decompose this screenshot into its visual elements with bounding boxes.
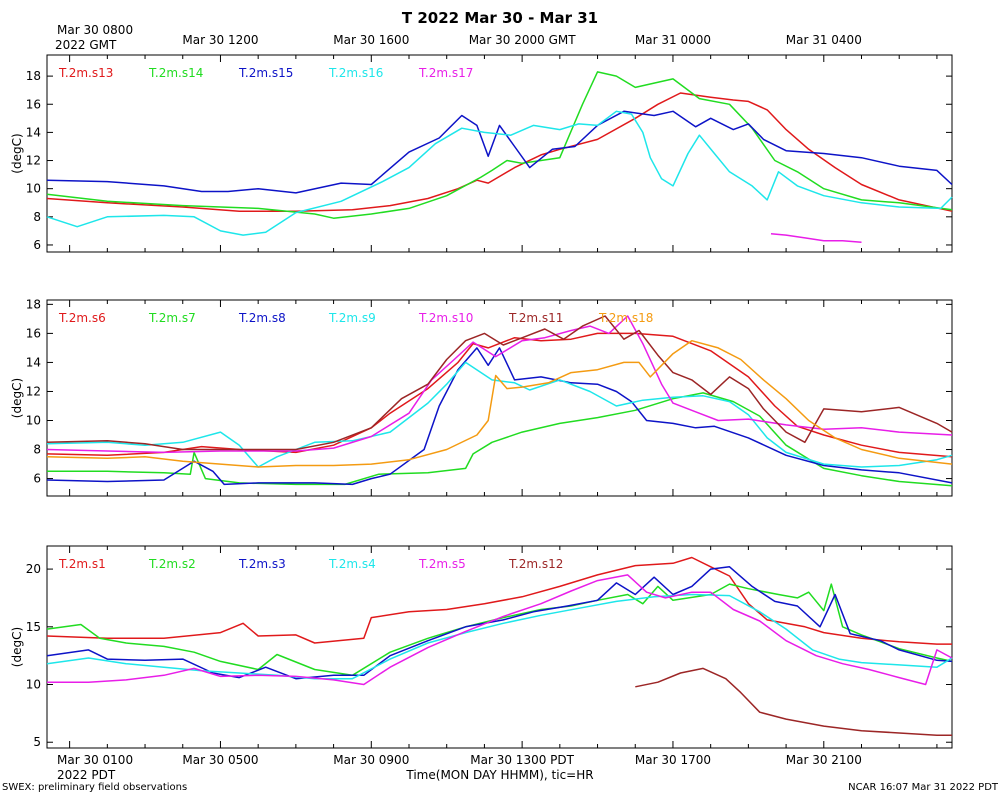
series-line-T.2m.s8: [46, 347, 953, 486]
legend-entry: T.2m.s3: [238, 557, 286, 571]
y-tick-label: 12: [26, 384, 41, 398]
legend-entry: T.2m.s11: [508, 311, 563, 325]
top-axis-label: Mar 30 2000 GMT: [469, 33, 577, 47]
top-axis-label: Mar 30 1200: [182, 33, 258, 47]
legend-entry: T.2m.s5: [418, 557, 466, 571]
legend-entry: T.2m.s15: [238, 66, 293, 80]
bottom-axis-label: Mar 30 1700: [635, 753, 711, 767]
y-tick-label: 8: [33, 443, 41, 457]
y-tick-label: 14: [26, 125, 41, 139]
y-tick-label: 12: [26, 154, 41, 168]
y-tick-label: 8: [33, 210, 41, 224]
top-axis-label: Mar 30 1600: [333, 33, 409, 47]
series-line-T.2m.s15: [46, 110, 953, 194]
legend-entry: T.2m.s7: [148, 311, 196, 325]
chart-title: T 2022 Mar 30 - Mar 31: [402, 9, 598, 27]
chart-panel-1: 6 8 10 12 14 16 18 (degC) T.2m.s13 T.2m.s14 T.2m.s…: [10, 54, 953, 253]
y-tick-label: 5: [33, 735, 41, 749]
legend-entry: T.2m.s13: [58, 66, 113, 80]
series-line-T.2m.s14: [46, 71, 953, 219]
top-first-label-line2: 2022 GMT: [55, 38, 117, 52]
top-axis-label: Mar 31 0000: [635, 33, 711, 47]
plot-frame: [46, 54, 953, 253]
y-tick-label: 10: [26, 678, 41, 692]
plot-frame: [46, 545, 953, 749]
y-tick-label: 10: [26, 414, 41, 428]
series-line-T.2m.s3: [46, 566, 953, 680]
y-tick-label: 16: [26, 326, 41, 340]
legend-entry: T.2m.s16: [328, 66, 383, 80]
series-line-T.2m.s18: [46, 339, 953, 468]
chart-panel-2: 6 8 10 12 14 16 18 (degC) T.2m.s6 T.2m.s7 T.2m.s8 T…: [10, 297, 953, 497]
y-tick-label: 15: [26, 620, 41, 634]
bottom-axis-label: Mar 30 0500: [182, 753, 258, 767]
y-axis-label: (degC): [10, 378, 24, 418]
legend-entry: T.2m.s8: [238, 311, 286, 325]
series-line-T.2m.s12: [635, 667, 952, 737]
series-line-T.2m.s4: [46, 593, 953, 680]
x-axis-label: Time(MON DAY HHMM), tic=HR: [405, 768, 593, 782]
series-line-T.2m.s16: [46, 110, 953, 236]
legend-entry: T.2m.s10: [418, 311, 473, 325]
legend-entry: T.2m.s18: [598, 311, 653, 325]
y-tick-label: 10: [26, 182, 41, 196]
series-line-T.2m.s10: [46, 315, 953, 454]
y-tick-label: 20: [26, 562, 41, 576]
y-axis-label: (degC): [10, 627, 24, 667]
series-line-T.2m.s5: [47, 574, 953, 686]
legend-entry: T.2m.s14: [148, 66, 203, 80]
bottom-first-label-line1: Mar 30 0100: [57, 753, 133, 767]
y-axis-label: (degC): [10, 133, 24, 173]
footer-left: SWEX: preliminary field observations: [2, 782, 188, 793]
bottom-axis-label: Mar 30 0900: [333, 753, 409, 767]
legend-entry: T.2m.s4: [328, 557, 376, 571]
y-tick-label: 6: [33, 472, 41, 486]
y-tick-label: 18: [26, 69, 41, 83]
bottom-first-label-line2: 2022 PDT: [57, 768, 116, 782]
legend-entry: T.2m.s2: [148, 557, 196, 571]
legend-entry: T.2m.s1: [58, 557, 106, 571]
y-tick-label: 14: [26, 355, 41, 369]
series-line-T.2m.s6: [46, 332, 953, 458]
legend-entry: T.2m.s6: [58, 311, 106, 325]
y-tick-label: 16: [26, 97, 41, 111]
y-tick-label: 18: [26, 297, 41, 311]
top-first-label-line1: Mar 30 0800: [57, 23, 133, 37]
footer-right: NCAR 16:07 Mar 31 2022 PDT: [848, 782, 998, 793]
bottom-axis-label: Mar 30 2100: [786, 753, 862, 767]
legend-entry: T.2m.s9: [328, 311, 376, 325]
series-line-T.2m.s11: [46, 315, 953, 451]
top-axis-label: Mar 31 0400: [786, 33, 862, 47]
series-line-T.2m.s13: [46, 92, 953, 212]
chart-panel-3: 5 10 15 20 (degC) T.2m.s1 T.2m.s2 T.2m.s3 T.2m.s…: [10, 545, 953, 749]
plot-frame: [46, 299, 953, 497]
series-line-T.2m.s7: [47, 392, 953, 487]
series-line-T.2m.s1: [46, 556, 952, 645]
series-line-T.2m.s17: [770, 232, 862, 243]
legend-entry: T.2m.s12: [508, 557, 563, 571]
bottom-axis-label: Mar 30 1300 PDT: [470, 753, 574, 767]
y-tick-label: 6: [33, 238, 41, 252]
legend-entry: T.2m.s17: [418, 66, 473, 80]
